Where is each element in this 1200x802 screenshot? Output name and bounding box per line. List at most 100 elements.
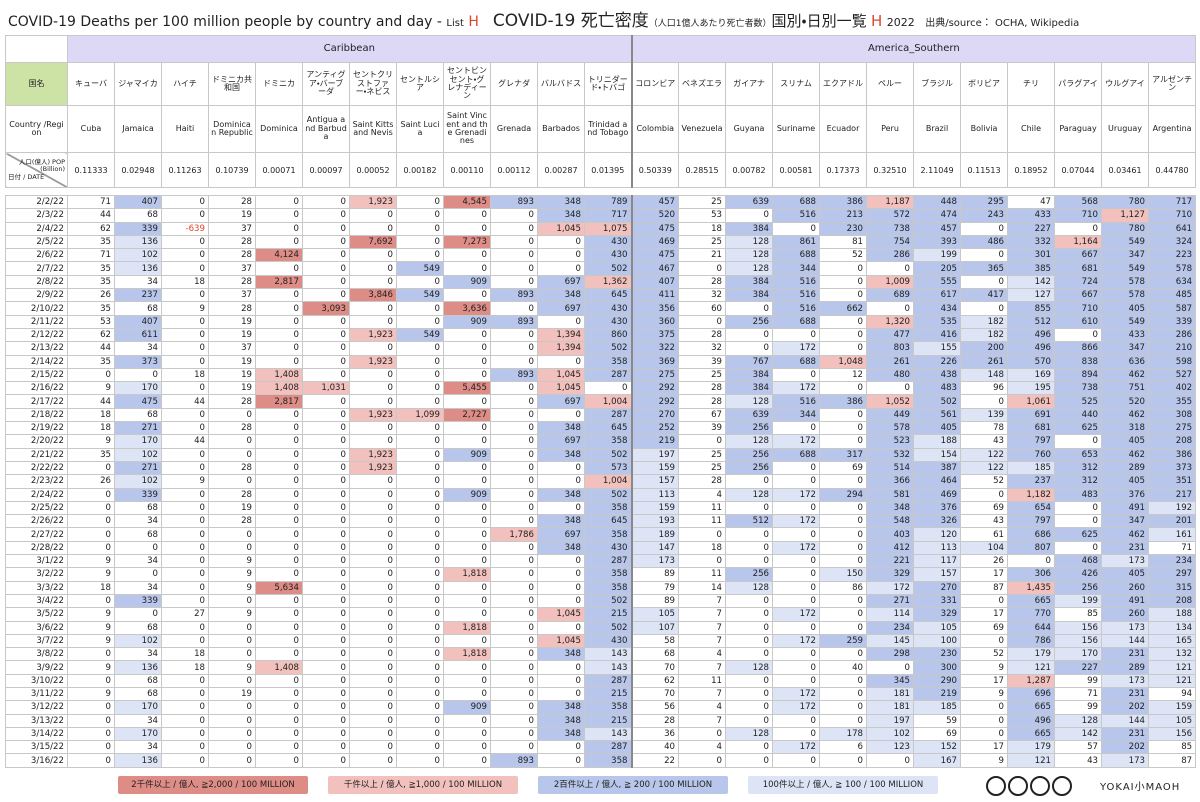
cell: 78 — [960, 421, 1009, 436]
cell: 12 — [819, 367, 868, 383]
cell: 0 — [819, 540, 868, 556]
cell: 0 — [208, 527, 256, 542]
cell: 185 — [1007, 460, 1056, 476]
cell: 0 — [490, 580, 538, 595]
gap — [1054, 187, 1102, 196]
data-row: 2/7/22 35 136 0 37 0 0 0 549 0 0 0 502 467 0 128 344 0 0 20… — [5, 261, 1197, 276]
cell: 0 — [302, 407, 350, 423]
cell: 7 — [678, 620, 727, 635]
cell: 0 — [725, 500, 774, 516]
cell: 0 — [255, 434, 303, 449]
title-jp: COVID-19 死亡密度 — [492, 11, 649, 31]
cell: 301 — [1007, 248, 1056, 263]
data-row: 2/16/22 9 170 0 19 1,408 1,031 0 0 5,455 0 1,045 0 29… — [5, 381, 1197, 396]
cell: 496 — [1007, 713, 1056, 728]
cell: 348 — [537, 288, 585, 303]
cell: 0 — [1054, 221, 1103, 236]
cell: 0 — [302, 447, 350, 462]
cell: 348 — [537, 647, 585, 662]
data-row: 2/2/22 71 407 0 28 0 0 1,923 0 4,545 893 348 789 457 2… — [5, 194, 1197, 210]
cell: 159 — [1148, 700, 1197, 715]
cell: 157 — [630, 474, 680, 489]
population: 0.50339 — [630, 152, 680, 188]
cell: 0 — [349, 726, 397, 742]
country-en: Suriname — [772, 105, 821, 153]
population: 0.00071 — [255, 152, 303, 188]
cell: 0 — [537, 261, 585, 276]
cell: 0 — [819, 261, 868, 276]
country-jp: キューバ — [67, 62, 115, 106]
cell: 287 — [583, 673, 633, 688]
cell: 114 — [866, 607, 915, 622]
cell: 688 — [772, 194, 821, 210]
cell: 570 — [1007, 354, 1056, 369]
cell: 231 — [1101, 726, 1150, 742]
cell: 34 — [114, 274, 162, 290]
cell: 0 — [443, 208, 491, 223]
cell: 1,818 — [443, 567, 491, 582]
cell: 467 — [630, 261, 680, 276]
cell: 0 — [1007, 554, 1056, 569]
cell: 697 — [537, 394, 585, 409]
population: 0.11513 — [960, 152, 1009, 188]
gap — [537, 187, 585, 196]
cell: 0 — [960, 487, 1009, 502]
cell: 527 — [1148, 367, 1197, 383]
population: 0.11263 — [161, 152, 209, 188]
cell: 386 — [1148, 447, 1197, 462]
cell: 14 — [678, 580, 727, 595]
country-jp: セントビンセント・グレナディーン — [443, 62, 491, 106]
date: 3/4/22 — [5, 593, 68, 609]
cell: 260 — [1101, 607, 1150, 622]
cc-icons — [986, 776, 1072, 796]
cell: 386 — [819, 194, 868, 210]
cell: 178 — [819, 726, 868, 742]
cell: 157 — [913, 567, 962, 582]
cell: 780 — [1101, 221, 1150, 236]
cell: 0 — [396, 633, 444, 649]
cell: 0 — [161, 753, 209, 768]
cell: 0 — [490, 474, 538, 489]
cell: 0 — [866, 261, 915, 276]
cell: 172 — [772, 607, 821, 622]
cell: 426 — [1054, 567, 1103, 582]
cell: 639 — [725, 194, 774, 210]
cell: 69 — [913, 726, 962, 742]
cell: 219 — [913, 686, 962, 702]
country-jp: ボリビア — [960, 62, 1009, 106]
cell: 28 — [208, 514, 256, 529]
cell: 182 — [960, 314, 1009, 329]
date: 2/27/22 — [5, 527, 68, 542]
cell: 17 — [960, 740, 1009, 755]
cell: 0 — [255, 700, 303, 715]
data-row: 2/14/22 35 373 0 19 0 0 1,923 0 0 0 0 358 369 39 767 688… — [5, 354, 1197, 369]
cell: 568 — [1054, 194, 1103, 210]
cell: 0 — [255, 686, 303, 702]
cell: 28 — [208, 460, 256, 476]
cell: 227 — [1054, 660, 1103, 675]
cell: 44 — [161, 434, 209, 449]
country-en: Chile — [1007, 105, 1056, 153]
cell: 405 — [1101, 474, 1150, 489]
year: 2022 — [886, 16, 915, 29]
cell: 0 — [960, 221, 1009, 236]
cell: 136 — [114, 660, 162, 675]
cell: 502 — [913, 394, 962, 409]
cell: 475 — [630, 221, 680, 236]
cell: 2,817 — [255, 274, 303, 290]
cell: 0 — [490, 434, 538, 449]
cell: 28 — [208, 248, 256, 263]
cell: 179 — [1007, 647, 1056, 662]
cell: 0 — [490, 354, 538, 369]
blank — [5, 35, 68, 63]
cell: 516 — [772, 208, 821, 223]
cell: 387 — [913, 460, 962, 476]
cell: 56 — [630, 700, 680, 715]
cell: 578 — [1101, 288, 1150, 303]
cell: 0 — [302, 686, 350, 702]
cell: 477 — [866, 327, 915, 343]
cell: 0 — [772, 327, 821, 343]
cell: 143 — [583, 647, 633, 662]
cell: 121 — [1148, 660, 1197, 675]
country-jp: ドミニカ共和国 — [208, 62, 256, 106]
